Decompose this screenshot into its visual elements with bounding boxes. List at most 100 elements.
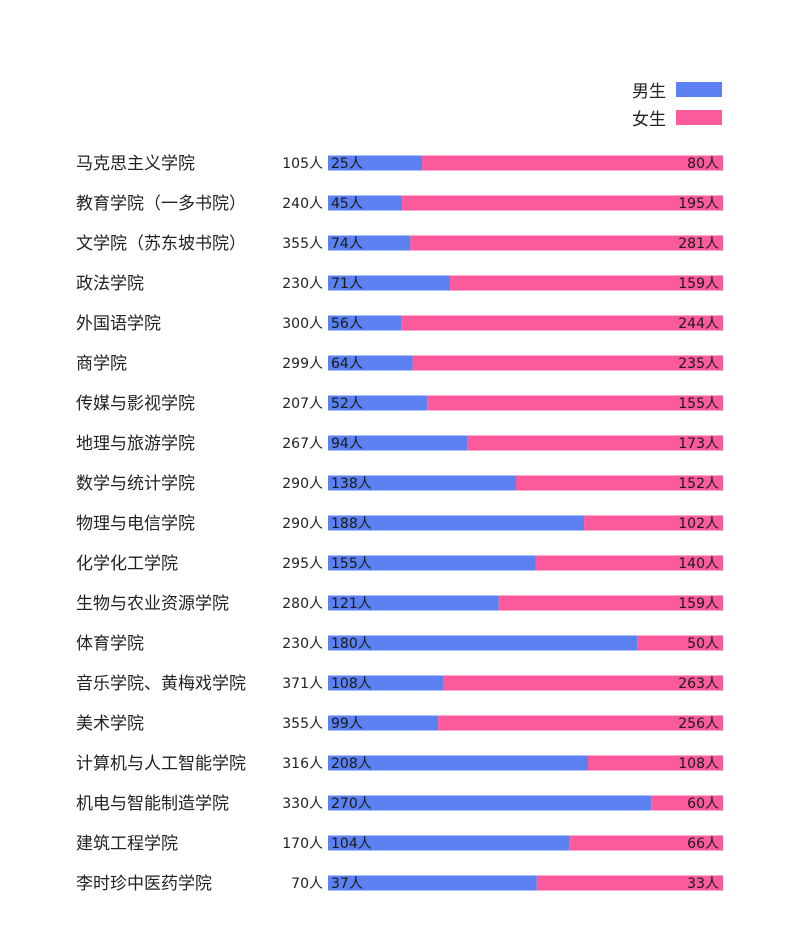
female-value-label: 140人 [678,556,719,572]
bar-male [328,315,402,331]
category-label: 生物与农业资源学院 [76,594,229,614]
bar-male [328,875,537,891]
legend-label-female: 女生 [632,109,666,130]
male-value-label: 155人 [331,556,372,572]
bar-male [328,355,413,371]
bar-female [422,155,723,171]
bar-male [328,635,638,651]
male-value-label: 64人 [331,356,363,372]
female-value-label: 281人 [678,236,719,252]
male-value-label: 74人 [331,236,363,252]
category-label: 体育学院 [76,634,144,654]
female-value-label: 159人 [678,276,719,292]
category-label: 地理与旅游学院 [76,434,195,454]
bar-female [449,275,723,291]
male-value-label: 25人 [331,156,363,172]
female-value-label: 244人 [678,316,719,332]
male-value-label: 104人 [331,836,372,852]
total-label: 355人 [282,236,323,252]
male-value-label: 138人 [331,476,372,492]
bar-female [651,795,723,811]
bar-female [584,515,723,531]
total-label: 230人 [282,636,323,652]
bar-male [328,795,652,811]
bar-female [402,195,723,211]
bar-male [328,835,570,851]
female-value-label: 235人 [678,356,719,372]
male-value-label: 99人 [331,716,363,732]
female-value-label: 108人 [678,756,719,772]
male-value-label: 208人 [331,756,372,772]
category-label: 机电与智能制造学院 [76,794,229,814]
total-label: 207人 [282,396,323,412]
female-value-label: 66人 [687,836,719,852]
total-label: 316人 [282,756,323,772]
total-label: 299人 [282,356,323,372]
bar-male [328,475,516,491]
category-label: 数学与统计学院 [76,474,195,494]
bar-male [328,755,588,771]
bar-female [536,875,723,891]
bar-male [328,235,411,251]
bar-female [410,235,723,251]
category-label: 美术学院 [76,714,144,734]
male-value-label: 94人 [331,436,363,452]
bar-male [328,275,450,291]
total-label: 170人 [282,836,323,852]
total-label: 300人 [282,316,323,332]
male-value-label: 188人 [331,516,372,532]
female-value-label: 102人 [678,516,719,532]
legend-label-male: 男生 [632,81,666,102]
bar-female [498,595,723,611]
female-value-label: 256人 [678,716,719,732]
bar-male [328,675,443,691]
bar-female [442,675,723,691]
total-label: 290人 [282,476,323,492]
bar-female [569,835,723,851]
category-label: 建筑工程学院 [76,834,178,854]
bar-male [328,195,403,211]
legend-swatch-female [676,109,722,125]
total-label: 267人 [282,436,323,452]
total-label: 290人 [282,516,323,532]
female-value-label: 33人 [687,876,719,892]
bar-female [637,635,723,651]
bar-female [401,315,723,331]
total-label: 240人 [282,196,323,212]
male-value-label: 56人 [331,316,363,332]
bar-male [328,435,468,451]
total-label: 355人 [282,716,323,732]
bar-female [515,475,723,491]
bar-male [328,515,585,531]
legend-swatch-male [676,81,722,97]
bar-female [588,755,723,771]
male-value-label: 270人 [331,796,372,812]
bar-male [328,395,428,411]
female-value-label: 80人 [687,156,719,172]
bar-female [412,355,723,371]
category-label: 文学院（苏东坡书院） [76,234,246,254]
category-label: 商学院 [76,354,127,374]
category-label: 物理与电信学院 [76,514,195,534]
female-value-label: 50人 [687,636,719,652]
male-value-label: 37人 [331,876,363,892]
male-value-label: 121人 [331,596,372,612]
legend-item-female: 女生 [612,104,722,130]
male-value-label: 52人 [331,396,363,412]
category-label: 传媒与影视学院 [76,394,195,414]
female-value-label: 263人 [678,676,719,692]
bar-female [438,715,723,731]
total-label: 280人 [282,596,323,612]
bar-male [328,715,439,731]
male-value-label: 180人 [331,636,372,652]
female-value-label: 159人 [678,596,719,612]
female-value-label: 155人 [678,396,719,412]
female-value-label: 195人 [678,196,719,212]
bar-female [427,395,723,411]
legend-item-male: 男生 [612,76,722,102]
total-label: 230人 [282,276,323,292]
bar-male [328,155,423,171]
category-label: 外国语学院 [76,314,161,334]
bar-male [328,595,499,611]
